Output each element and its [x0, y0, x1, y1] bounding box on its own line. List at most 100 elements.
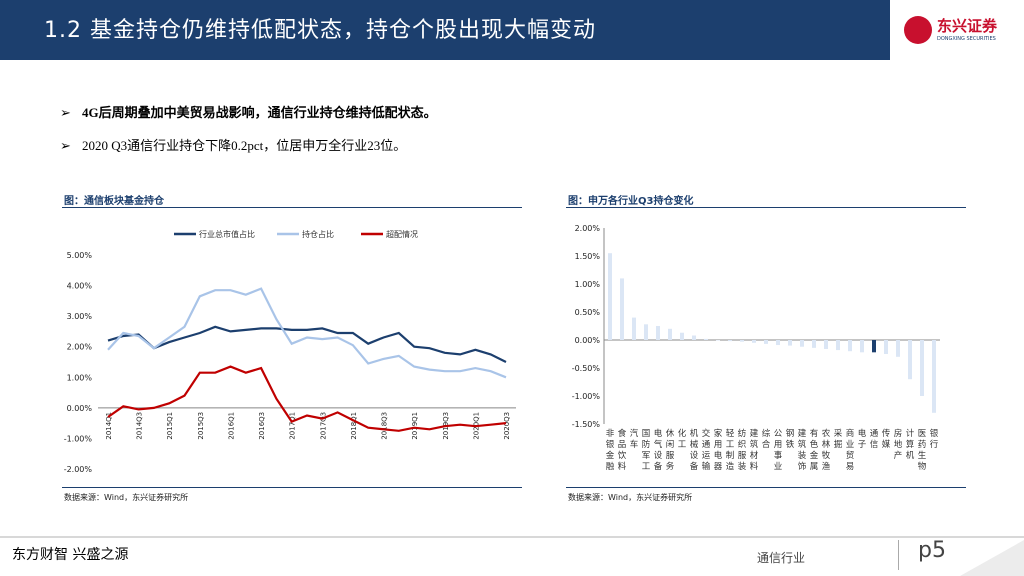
category-label-char: 休	[666, 428, 675, 439]
y-tick-label: 2.00%	[575, 224, 601, 233]
category-label-char: 制	[726, 450, 735, 461]
y-tick-label: -1.00%	[64, 434, 93, 443]
y-tick-label: 1.00%	[575, 280, 601, 289]
bar-家用电器	[716, 340, 720, 341]
legend-label: 超配情况	[386, 229, 418, 239]
bar-传媒	[884, 340, 888, 354]
category-label-char: 媒	[882, 440, 891, 450]
y-tick-label: 1.50%	[575, 252, 601, 261]
bullet-2-text: 2020 Q3通信行业持仓下降0.2pct，位居申万全行业23位。	[82, 138, 407, 153]
category-label-char: 设	[690, 450, 699, 461]
category-label-char: 料	[750, 461, 759, 472]
bar-计算机	[908, 340, 912, 380]
category-label-char: 造	[726, 461, 735, 472]
category-label-char: 事	[774, 450, 783, 461]
left-chart-source: 数据来源：Wind，东兴证券研究所	[64, 493, 189, 502]
category-label-char: 工	[726, 440, 735, 450]
category-label-char: 非	[606, 428, 615, 439]
category-label-char: 筑	[750, 439, 759, 450]
category-label-char: 化	[678, 428, 687, 439]
x-tick-label: 2017Q3	[319, 412, 327, 440]
category-label-char: 饰	[798, 461, 807, 472]
left-chart-title: 图：通信板块基金持仓	[64, 196, 164, 207]
category-label-char: 色	[810, 439, 819, 450]
y-tick-label: 0.00%	[67, 404, 93, 413]
y-tick-label: -0.50%	[572, 364, 601, 373]
logo-text: 东兴证券	[937, 17, 998, 35]
bar-建筑装饰	[800, 340, 804, 347]
category-label-char: 器	[714, 462, 723, 472]
category-label-char: 金	[810, 450, 819, 461]
bullet-1: ➢ 4G后周期叠加中美贸易战影响，通信行业持仓维持低配状态。	[60, 102, 437, 121]
category-label-char: 掘	[834, 439, 843, 450]
category-label-char: 钢	[786, 428, 795, 439]
category-label-char: 产	[894, 450, 903, 461]
category-label-char: 饮	[618, 450, 627, 461]
y-tick-label: 4.00%	[67, 282, 93, 291]
x-tick-label: 2016Q1	[227, 412, 235, 440]
category-label-char: 工	[678, 440, 687, 450]
category-label-char: 银	[606, 439, 615, 450]
x-tick-label: 2018Q3	[381, 412, 389, 440]
bar-农林牧渔	[824, 340, 828, 349]
category-label-char: 纺	[738, 428, 747, 439]
page-title: 1.2 基金持仓仍维持低配状态，持仓个股出现大幅变动	[44, 18, 596, 43]
bar-机械设备	[692, 335, 696, 340]
category-label-char: 铁	[786, 439, 795, 450]
x-tick-label: 2017Q1	[289, 412, 297, 440]
legend-label: 行业总市值占比	[199, 229, 255, 239]
footer-section: 通信行业	[757, 551, 806, 565]
bar-有色金属	[812, 340, 816, 348]
series-line-3	[107, 365, 507, 432]
category-label-char: 子	[858, 440, 867, 450]
category-label-char: 输	[702, 461, 711, 472]
category-label-char: 家	[714, 428, 723, 439]
category-label-char: 房	[894, 428, 903, 439]
bar-纺织服装	[740, 340, 744, 342]
category-label-char: 备	[654, 461, 663, 472]
category-label-char: 气	[654, 439, 663, 450]
category-label-char: 建	[750, 428, 759, 439]
footer-decoration	[960, 540, 1024, 576]
bar-汽车	[632, 317, 636, 340]
category-label-char: 国	[642, 429, 651, 439]
category-label-char: 交	[702, 428, 711, 439]
category-label-char: 轻	[726, 428, 735, 439]
category-label-char: 用	[774, 440, 783, 450]
left-chart-rule	[62, 207, 522, 208]
bar-通信	[872, 340, 876, 353]
bullet-2: ➢ 2020 Q3通信行业持仓下降0.2pct，位居申万全行业23位。	[60, 135, 406, 154]
footer-divider	[0, 536, 1024, 538]
left-line-chart: -2.00% -1.00% 0.00% 1.00% 2.00% 3.00% 4.00% 5.0…	[64, 229, 516, 474]
bar-化工	[680, 332, 684, 340]
category-label-char: 电	[858, 428, 867, 439]
bar-食品饮料	[620, 278, 624, 340]
bar-电气设备	[656, 326, 660, 340]
x-tick-label: 2019Q1	[411, 412, 419, 440]
x-tick-label: 2016Q3	[258, 412, 266, 440]
legend-label: 持仓占比	[302, 229, 334, 239]
bar-商业贸易	[848, 340, 852, 352]
bar-电子	[860, 340, 864, 353]
category-label-char: 信	[870, 439, 879, 450]
footer-slogan: 东方财智 兴盛之源	[12, 547, 129, 563]
category-label-char: 防	[642, 439, 651, 450]
category-label-char: 商	[846, 428, 855, 439]
y-tick-label: 3.00%	[67, 312, 93, 321]
y-tick-label: 1.00%	[67, 373, 93, 382]
category-label-char: 筑	[798, 439, 807, 450]
page-number: p5	[918, 538, 946, 563]
bar-医药生物	[920, 340, 924, 396]
category-label-char: 融	[606, 461, 615, 472]
logo-icon	[904, 16, 932, 44]
right-bar-chart: -1.50% -1.00% -0.50% 0.00% 0.50% 1.00% 1.50% 2.…	[572, 224, 940, 472]
y-tick-label: 0.50%	[575, 308, 601, 317]
category-label-char: 设	[654, 450, 663, 461]
category-label-char: 用	[714, 440, 723, 450]
bar-钢铁	[788, 340, 792, 346]
x-tick-label: 2015Q3	[197, 412, 205, 440]
category-label-char: 公	[774, 429, 783, 439]
category-label-char: 运	[702, 451, 711, 461]
bar-银行	[932, 340, 936, 413]
category-label-char: 机	[690, 428, 699, 439]
